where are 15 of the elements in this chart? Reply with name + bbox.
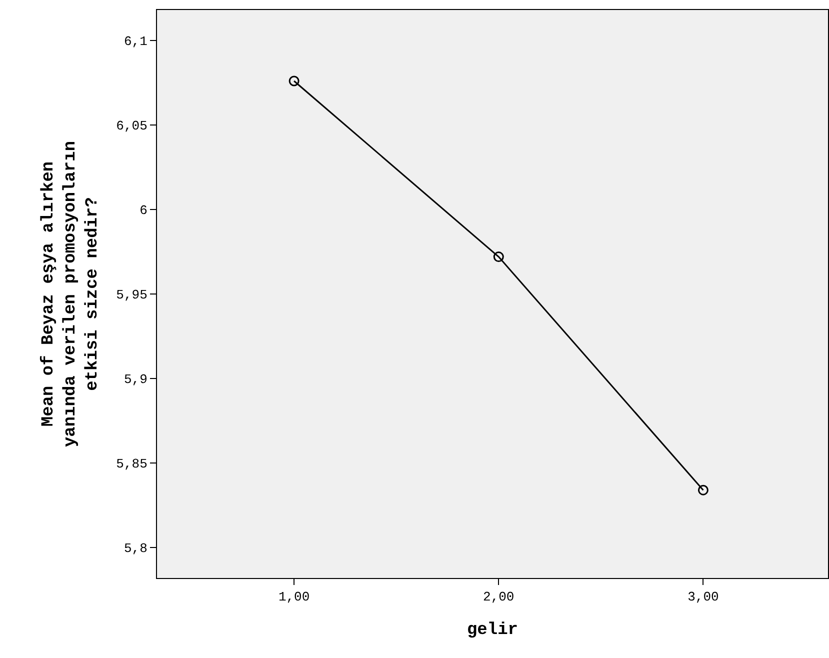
y-tick-label: 6 [140,203,148,218]
point [288,76,300,86]
y-tick-label: 5,95 [116,288,148,303]
y-tick-label: 6,05 [116,118,148,134]
y-tick-label: 5,9 [124,372,148,388]
point [493,252,504,262]
y-tick-label: 6,1 [124,34,148,49]
x-tick-label: 2,00 [483,590,514,605]
y-tick-label: 5,85 [116,456,148,472]
y-axis-title: Mean of Beyaz eşya alırken yanında verilen promosyonların etkisi sizce nedir? [40,140,103,448]
y-tick-label: 5,8 [124,541,148,556]
x-tick-label: 3,00 [688,590,719,605]
point [698,484,708,496]
x-axis-title: gelir [466,621,518,640]
x-tick-label: 1,00 [278,590,310,605]
